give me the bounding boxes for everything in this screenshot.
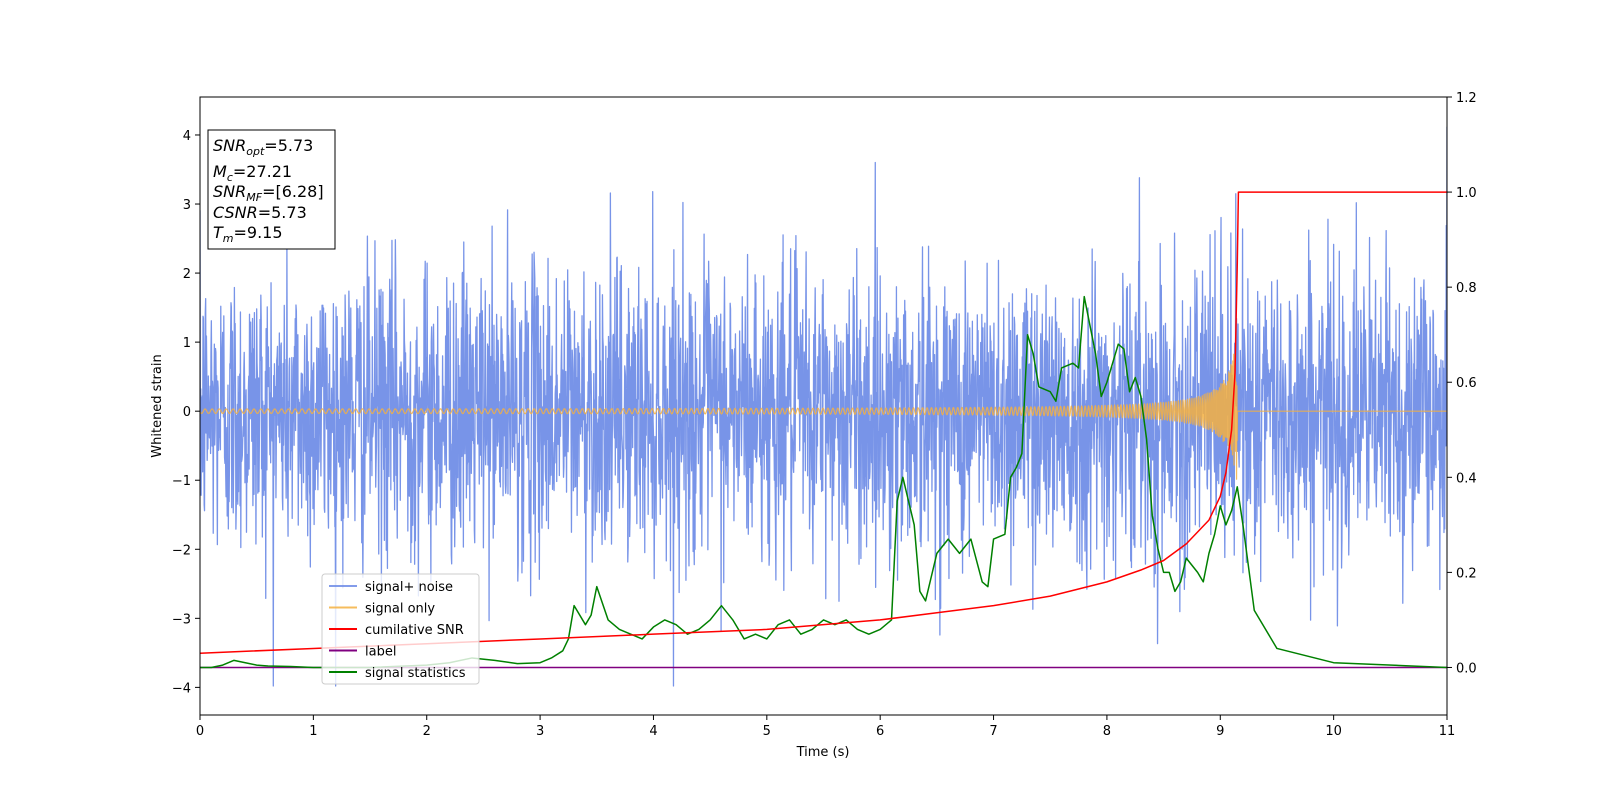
x-tick-2: 2 [423,715,431,739]
annotation-line-1: Mc=27.21 [213,162,292,184]
x-tick-label: 9 [1216,724,1224,739]
x-tick-6: 6 [876,715,884,739]
annotation-line-4: Tm=9.15 [213,223,283,245]
y-tick-6: 2 [183,267,200,282]
signal-only-series-line [200,353,1447,480]
x-tick-label: 3 [536,724,544,739]
y2-tick-4: 0.8 [1447,281,1477,296]
x-tick-label: 11 [1439,724,1456,739]
y2-tick-2: 0.4 [1447,471,1477,486]
x-tick-label: 2 [423,724,431,739]
y-tick-3: −1 [172,474,200,489]
legend-label: signal only [365,602,435,617]
annotation-box: SNRopt=5.73 Mc=27.21SNRMF=[6.28]CSNR=5.73… [207,129,336,250]
y-tick-label: −4 [172,681,191,696]
x-tick-label: 5 [763,724,771,739]
x-tick-3: 3 [536,715,544,739]
x-tick-5: 5 [763,715,771,739]
legend-label: cumilative SNR [365,623,464,638]
legend-entry-4: signal statistics [329,666,466,681]
y-tick-label: 2 [183,267,191,282]
y2-tick-label: 0.8 [1456,281,1477,296]
y-tick-4: 0 [183,405,200,420]
y-tick-label: 3 [183,198,191,213]
legend-label: label [365,645,396,660]
y2-tick-label: 0.2 [1456,566,1477,581]
y-tick-label: 1 [183,336,191,351]
y-axis-ticks: −4 −3 −2 −1 0 1 2 3 4 [172,129,200,696]
y2-tick-3: 0.6 [1447,376,1477,391]
x-tick-10: 10 [1325,715,1342,739]
x-tick-1: 1 [309,715,318,739]
y-tick-label: 0 [183,405,191,420]
y-tick-1: −3 [172,612,200,627]
y-tick-label: −1 [172,474,191,489]
y-axis-label: Whitened strain [150,354,165,457]
y2-tick-label: 1.0 [1456,186,1477,201]
x-tick-label: 10 [1325,724,1342,739]
y-tick-2: −2 [172,543,200,558]
y2-tick-6: 1.2 [1447,91,1477,106]
x-tick-0: 0 [196,715,204,739]
x-tick-label: 0 [196,724,204,739]
legend-label: signal statistics [365,666,466,681]
x-axis-label: Time (s) [796,745,850,760]
x-axis-ticks: 0 1 2 3 4 5 6 7 8 9 10 11 [196,715,1455,739]
annotation-line-0: SNRopt=5.73 [213,136,313,158]
x-tick-label: 1 [309,724,317,739]
x-tick-11: 11 [1439,715,1456,739]
x-tick-8: 8 [1103,715,1111,739]
y2-tick-label: 1.2 [1456,91,1477,106]
signal-statistics-series-line [200,295,1447,669]
y2-tick-1: 0.2 [1447,566,1477,581]
x-tick-label: 4 [649,724,657,739]
y-tick-8: 4 [183,129,200,144]
y2-tick-0: 0.0 [1447,661,1477,676]
x-tick-label: 8 [1103,724,1111,739]
plot-frame [199,96,1448,716]
legend-entry-2: cumilative SNR [329,623,464,638]
legend-entry-1: signal only [329,602,435,617]
y2-tick-5: 1.0 [1447,186,1477,201]
x-tick-7: 7 [989,715,998,739]
y2-tick-label: 0.0 [1456,661,1477,676]
cumulative-snr-series-line [200,191,1447,654]
legend-label: signal+ noise [365,580,453,595]
y-tick-5: 1 [183,336,200,351]
annotation-line-2: SNRMF=[6.28] [213,182,324,204]
x-tick-label: 6 [876,724,884,739]
y2-tick-label: 0.4 [1456,471,1477,486]
signal-noise-series-line [200,126,1447,687]
y2-tick-label: 0.6 [1456,376,1477,391]
y-tick-7: 3 [183,198,200,213]
y-tick-label: 4 [183,129,191,144]
x-tick-9: 9 [1216,715,1224,739]
y2-axis-ticks: 0.0 0.2 0.4 0.6 0.8 1.0 1.2 [1447,91,1477,676]
legend: signal+ noise signal only cumilative SNR la… [321,573,480,685]
annotation-line-3: CSNR=5.73 [213,203,307,222]
y-tick-label: −3 [172,612,191,627]
legend-entry-0: signal+ noise [329,580,453,595]
y-tick-0: −4 [172,681,200,696]
x-tick-label: 7 [989,724,997,739]
y-tick-label: −2 [172,543,191,558]
x-tick-4: 4 [649,715,658,739]
legend-entry-3: label [329,645,396,660]
